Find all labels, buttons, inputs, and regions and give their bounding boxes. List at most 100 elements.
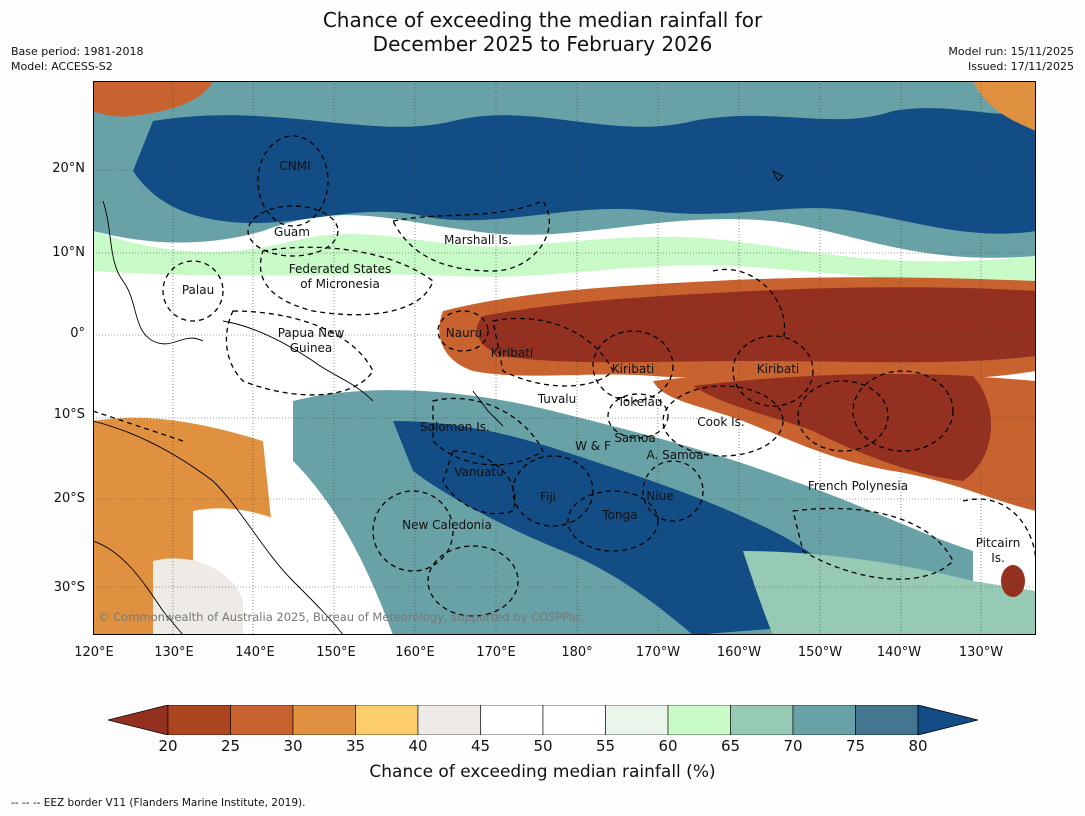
label-nauru: Nauru: [446, 326, 482, 340]
lon-tick-140e: 140°E: [235, 645, 275, 660]
colorbar-tick-label: 55: [595, 737, 616, 755]
region-very-dry-south-east: [693, 374, 992, 481]
region-very-dry-equator: [477, 287, 1036, 363]
rainfall-map: CNMI Guam Marshall Is. Federated States …: [93, 81, 1036, 635]
colorbar-segment: [605, 705, 669, 735]
lon-tick-160e: 160°E: [395, 645, 435, 660]
label-palau: Palau: [182, 283, 214, 297]
model-name: Model: ACCESS-S2: [11, 60, 113, 73]
region-very-wet-north: [133, 108, 1036, 234]
lon-tick-150w: 150°W: [797, 645, 843, 660]
region-dry-ne: [973, 81, 1036, 131]
lon-tick-170w: 170°W: [635, 645, 681, 660]
colorbar-tick-label: 35: [345, 737, 366, 755]
footnote: -- -- -- EEZ border V11 (Flanders Marine…: [11, 797, 306, 809]
label-kiribati-east: Kiribati: [757, 362, 799, 376]
label-new-caledonia: New Caledonia: [402, 518, 492, 532]
label-tuvalu: Tuvalu: [537, 392, 577, 406]
meta-right: Model run: 15/11/2025 Issued: 17/11/2025: [948, 44, 1074, 74]
colorbar-tick-label: 45: [470, 737, 491, 755]
lon-tick-140w: 140°W: [876, 645, 922, 660]
colorbar-tick-label: 30: [283, 737, 303, 755]
place-labels: CNMI Guam Marshall Is. Federated States …: [182, 159, 1020, 565]
lat-tick-0: 0°: [70, 326, 85, 341]
colorbar-segment: [292, 705, 356, 735]
lat-tick-10n: 10°N: [52, 245, 85, 260]
colorbar-label: Chance of exceeding median rainfall (%): [369, 762, 716, 782]
label-kiribati-west: Kiribati: [491, 346, 533, 360]
issued-date: Issued: 17/11/2025: [967, 60, 1074, 73]
colorbar-tick-label: 65: [720, 737, 741, 755]
colorbar: [108, 705, 978, 735]
colorbar-tick-label: 50: [533, 737, 553, 755]
region-dry-nw: [93, 81, 213, 117]
label-pitcairn-1: Pitcairn: [976, 536, 1021, 550]
colorbar-segment: [480, 705, 544, 735]
lon-tick-160w: 160°W: [716, 645, 762, 660]
map-svg: CNMI Guam Marshall Is. Federated States …: [93, 81, 1036, 635]
label-fiji: Fiji: [540, 490, 556, 504]
lon-tick-130w: 130°W: [958, 645, 1004, 660]
label-guam: Guam: [274, 225, 310, 239]
colorbar-tick-label: 40: [408, 737, 428, 755]
colorbar-segment: [855, 705, 919, 735]
region-grey-australia: [153, 558, 243, 635]
map-frame: [93, 81, 1036, 635]
label-kiribati-central: Kiribati: [612, 362, 654, 376]
lon-tick-180: 180°: [561, 645, 593, 660]
colorbar-segment: [542, 705, 606, 735]
lat-tick-10s: 10°S: [53, 407, 85, 422]
lat-tick-20n: 20°N: [52, 161, 85, 176]
lon-tick-120e: 120°E: [74, 645, 114, 660]
region-green-band: [93, 231, 1036, 283]
lon-tick-170e: 170°E: [476, 645, 516, 660]
colorbar-tick-label: 60: [658, 737, 678, 755]
lon-tick-130e: 130°E: [154, 645, 194, 660]
label-fsm-1: Federated States: [289, 262, 391, 276]
region-green-south: [743, 551, 1036, 635]
label-cnmi: CNMI: [279, 159, 310, 173]
colorbar-segment: [230, 705, 294, 735]
gridlines: [93, 81, 1036, 635]
label-tokelau: Tokelau: [617, 395, 663, 409]
base-period: Base period: 1981-2018: [11, 45, 144, 58]
label-wf: W & F: [575, 439, 611, 453]
copyright-text: © Commonwealth of Australia 2025, Bureau…: [98, 610, 582, 624]
colorbar-segment: [355, 705, 419, 735]
colorbar-tick-label: 75: [845, 737, 866, 755]
label-niue: Niue: [646, 489, 673, 503]
colorbar-segment: [167, 705, 231, 735]
label-marshall: Marshall Is.: [444, 233, 512, 247]
region-very-wet-sw: [393, 421, 873, 635]
lat-tick-20s: 20°S: [53, 491, 85, 506]
label-cook: Cook Is.: [697, 415, 744, 429]
eez-borders: [93, 135, 1036, 617]
meta-left: Base period: 1981-2018 Model: ACCESS-S2: [11, 44, 143, 74]
label-samoa: Samoa: [614, 431, 655, 445]
title-line-2: December 2025 to February 2026: [372, 32, 713, 56]
label-pitcairn-2: Is.: [991, 551, 1005, 565]
colorbar-tick-label: 70: [783, 737, 803, 755]
label-french-polynesia: French Polynesia: [808, 479, 908, 493]
coastlines: [93, 169, 784, 635]
colorbar-tick-label: 25: [220, 737, 241, 755]
lon-tick-150e: 150°E: [316, 645, 356, 660]
label-fsm-2: of Micronesia: [300, 277, 380, 291]
colorbar-tick-label: 80: [908, 737, 928, 755]
title-line-1: Chance of exceeding the median rainfall …: [322, 8, 763, 32]
colorbar-segment: [792, 705, 856, 735]
colorbar-over-arrow: [917, 705, 978, 735]
lat-tick-30s: 30°S: [53, 580, 85, 595]
colorbar-segment: [730, 705, 794, 735]
colorbar-segment: [667, 705, 731, 735]
colorbar-segment: [417, 705, 481, 735]
label-vanuatu: Vanuatu: [454, 465, 504, 479]
label-solomon: Solomon Is.: [420, 420, 490, 434]
model-run: Model run: 15/11/2025: [948, 45, 1074, 58]
label-png-2: Guinea: [290, 341, 333, 355]
label-tonga: Tonga: [601, 508, 637, 522]
colorbar-tick-label: 20: [158, 737, 178, 755]
colorbar-under-arrow: [108, 705, 169, 735]
region-dry-pitcairn: [1001, 565, 1025, 597]
label-a-samoa: A. Samoa: [647, 448, 704, 462]
